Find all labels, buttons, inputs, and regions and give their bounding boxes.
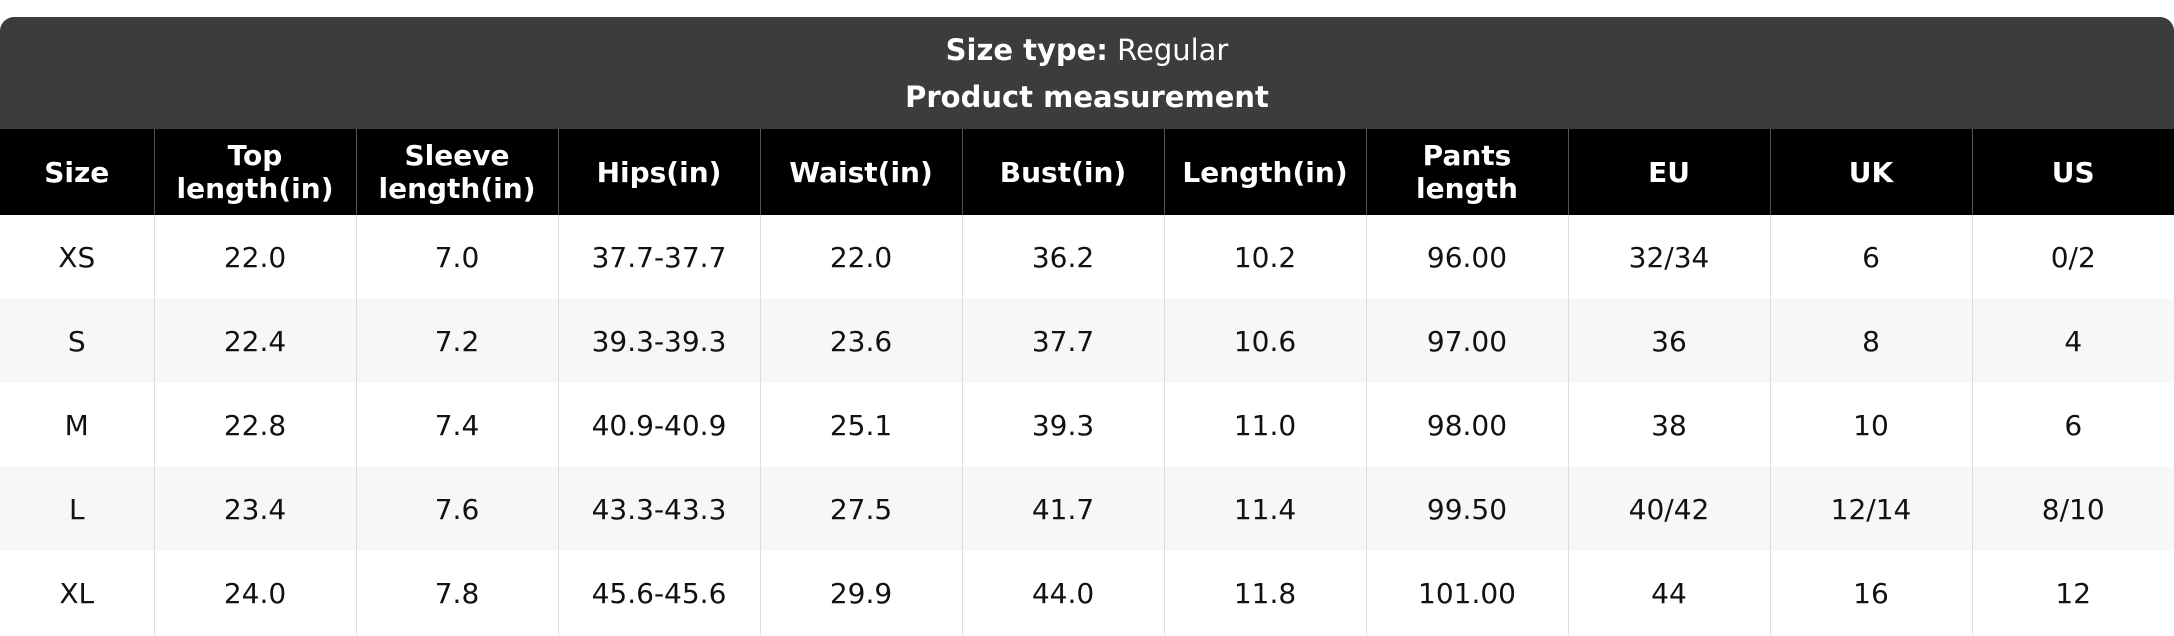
table-cell: 4 bbox=[1971, 299, 2174, 383]
table-cell: 7.6 bbox=[355, 467, 558, 551]
table-cell: 7.0 bbox=[355, 215, 558, 299]
table-cell: 11.4 bbox=[1163, 467, 1366, 551]
table-cell: 6 bbox=[1769, 215, 1972, 299]
table-body: XS 22.0 7.0 37.7-37.7 22.0 36.2 10.2 96.00 32/34… bbox=[0, 215, 2174, 635]
chart-header: Size type: Regular Product measurement bbox=[0, 17, 2174, 129]
table-cell: 0/2 bbox=[1971, 215, 2174, 299]
column-header: Waist(in) bbox=[759, 129, 962, 215]
header-row: Size Top length(in) Sleeve length(in) Hips(… bbox=[0, 129, 2174, 215]
size-table: Size Top length(in) Sleeve length(in) Hips(… bbox=[0, 129, 2174, 635]
column-header: Pants length bbox=[1365, 129, 1568, 215]
table-cell: 44 bbox=[1567, 551, 1770, 635]
table-cell: 38 bbox=[1567, 383, 1770, 467]
size-type-label: Size type: bbox=[945, 33, 1108, 67]
table-cell: 7.2 bbox=[355, 299, 558, 383]
table-cell: 29.9 bbox=[759, 551, 962, 635]
table-cell: 37.7 bbox=[961, 299, 1164, 383]
table-cell: 99.50 bbox=[1365, 467, 1568, 551]
column-header: Hips(in) bbox=[557, 129, 760, 215]
table-cell: 45.6-45.6 bbox=[557, 551, 760, 635]
table-cell: 41.7 bbox=[961, 467, 1164, 551]
table-cell: 22.0 bbox=[759, 215, 962, 299]
table-cell: 37.7-37.7 bbox=[557, 215, 760, 299]
table-cell: 12 bbox=[1971, 551, 2174, 635]
table-cell: 10.6 bbox=[1163, 299, 1366, 383]
column-header: Sleeve length(in) bbox=[355, 129, 558, 215]
table-row: M 22.8 7.4 40.9-40.9 25.1 39.3 11.0 98.00 38 10 6 bbox=[0, 383, 2174, 467]
table-cell: L bbox=[0, 467, 154, 551]
table-cell: M bbox=[64, 408, 89, 442]
table-cell: 16 bbox=[1769, 551, 1972, 635]
table-cell: 98.00 bbox=[1365, 383, 1568, 467]
column-header: UK bbox=[1769, 129, 1972, 215]
table-cell: 10 bbox=[1769, 383, 1972, 467]
table-cell: 32/34 bbox=[1567, 215, 1770, 299]
table-cell: 22.0 bbox=[153, 215, 356, 299]
column-header: Top length(in) bbox=[153, 129, 356, 215]
table-cell: 44.0 bbox=[961, 551, 1164, 635]
table-row: XS 22.0 7.0 37.7-37.7 22.0 36.2 10.2 96.00 32/34… bbox=[0, 215, 2174, 299]
table-cell: 25.1 bbox=[759, 383, 962, 467]
table-row: S 22.4 7.2 39.3-39.3 23.6 37.7 10.6 97.00 36 8 4 bbox=[0, 299, 2174, 383]
column-header: Bust(in) bbox=[961, 129, 1164, 215]
table-row: XL 24.0 7.8 45.6-45.6 29.9 44.0 11.8 101.00 44 16… bbox=[0, 551, 2174, 635]
table-cell: 43.3-43.3 bbox=[557, 467, 760, 551]
size-type: Size type: Regular bbox=[0, 17, 2174, 72]
table-cell: 22.4 bbox=[153, 299, 356, 383]
table-row: L 23.4 7.6 43.3-43.3 27.5 41.7 11.4 99.50 40/42 1… bbox=[0, 467, 2174, 551]
table-cell: XL bbox=[59, 576, 95, 610]
table-cell: 7.4 bbox=[355, 383, 558, 467]
table-cell: 39.3-39.3 bbox=[557, 299, 760, 383]
table-cell: 40/42 bbox=[1567, 467, 1770, 551]
table-cell: 101.00 bbox=[1365, 551, 1568, 635]
table-cell: 24.0 bbox=[153, 551, 356, 635]
table-cell: 10.2 bbox=[1163, 215, 1366, 299]
table-cell: 8/10 bbox=[1971, 467, 2174, 551]
table-cell: S bbox=[0, 299, 154, 383]
table-cell: 96.00 bbox=[1365, 215, 1568, 299]
table-cell: XS bbox=[58, 240, 96, 274]
table-cell: 97.00 bbox=[1365, 299, 1568, 383]
table-cell: 23.6 bbox=[759, 299, 962, 383]
column-header: EU bbox=[1567, 129, 1770, 215]
table-cell: 7.8 bbox=[355, 551, 558, 635]
column-header: US bbox=[1971, 129, 2174, 215]
column-header: Length(in) bbox=[1163, 129, 1366, 215]
table-cell: 40.9-40.9 bbox=[557, 383, 760, 467]
column-header: Size bbox=[0, 129, 154, 215]
table-cell: 27.5 bbox=[759, 467, 962, 551]
table-cell: 11.0 bbox=[1163, 383, 1366, 467]
table-cell: 36 bbox=[1567, 299, 1770, 383]
table-cell: 12/14 bbox=[1769, 467, 1972, 551]
table-cell: 11.8 bbox=[1163, 551, 1366, 635]
table-cell: 23.4 bbox=[153, 467, 356, 551]
table-cell: 8 bbox=[1769, 299, 1972, 383]
table-cell: 36.2 bbox=[961, 215, 1164, 299]
table-cell: 6 bbox=[1971, 383, 2174, 467]
table-cell: 22.8 bbox=[153, 383, 356, 467]
header-title: Product measurement bbox=[905, 80, 1269, 114]
size-chart: Size type: Regular Product measurement S… bbox=[0, 17, 2174, 635]
table-cell: 39.3 bbox=[961, 383, 1164, 467]
size-type-value: Regular bbox=[1117, 33, 1229, 67]
